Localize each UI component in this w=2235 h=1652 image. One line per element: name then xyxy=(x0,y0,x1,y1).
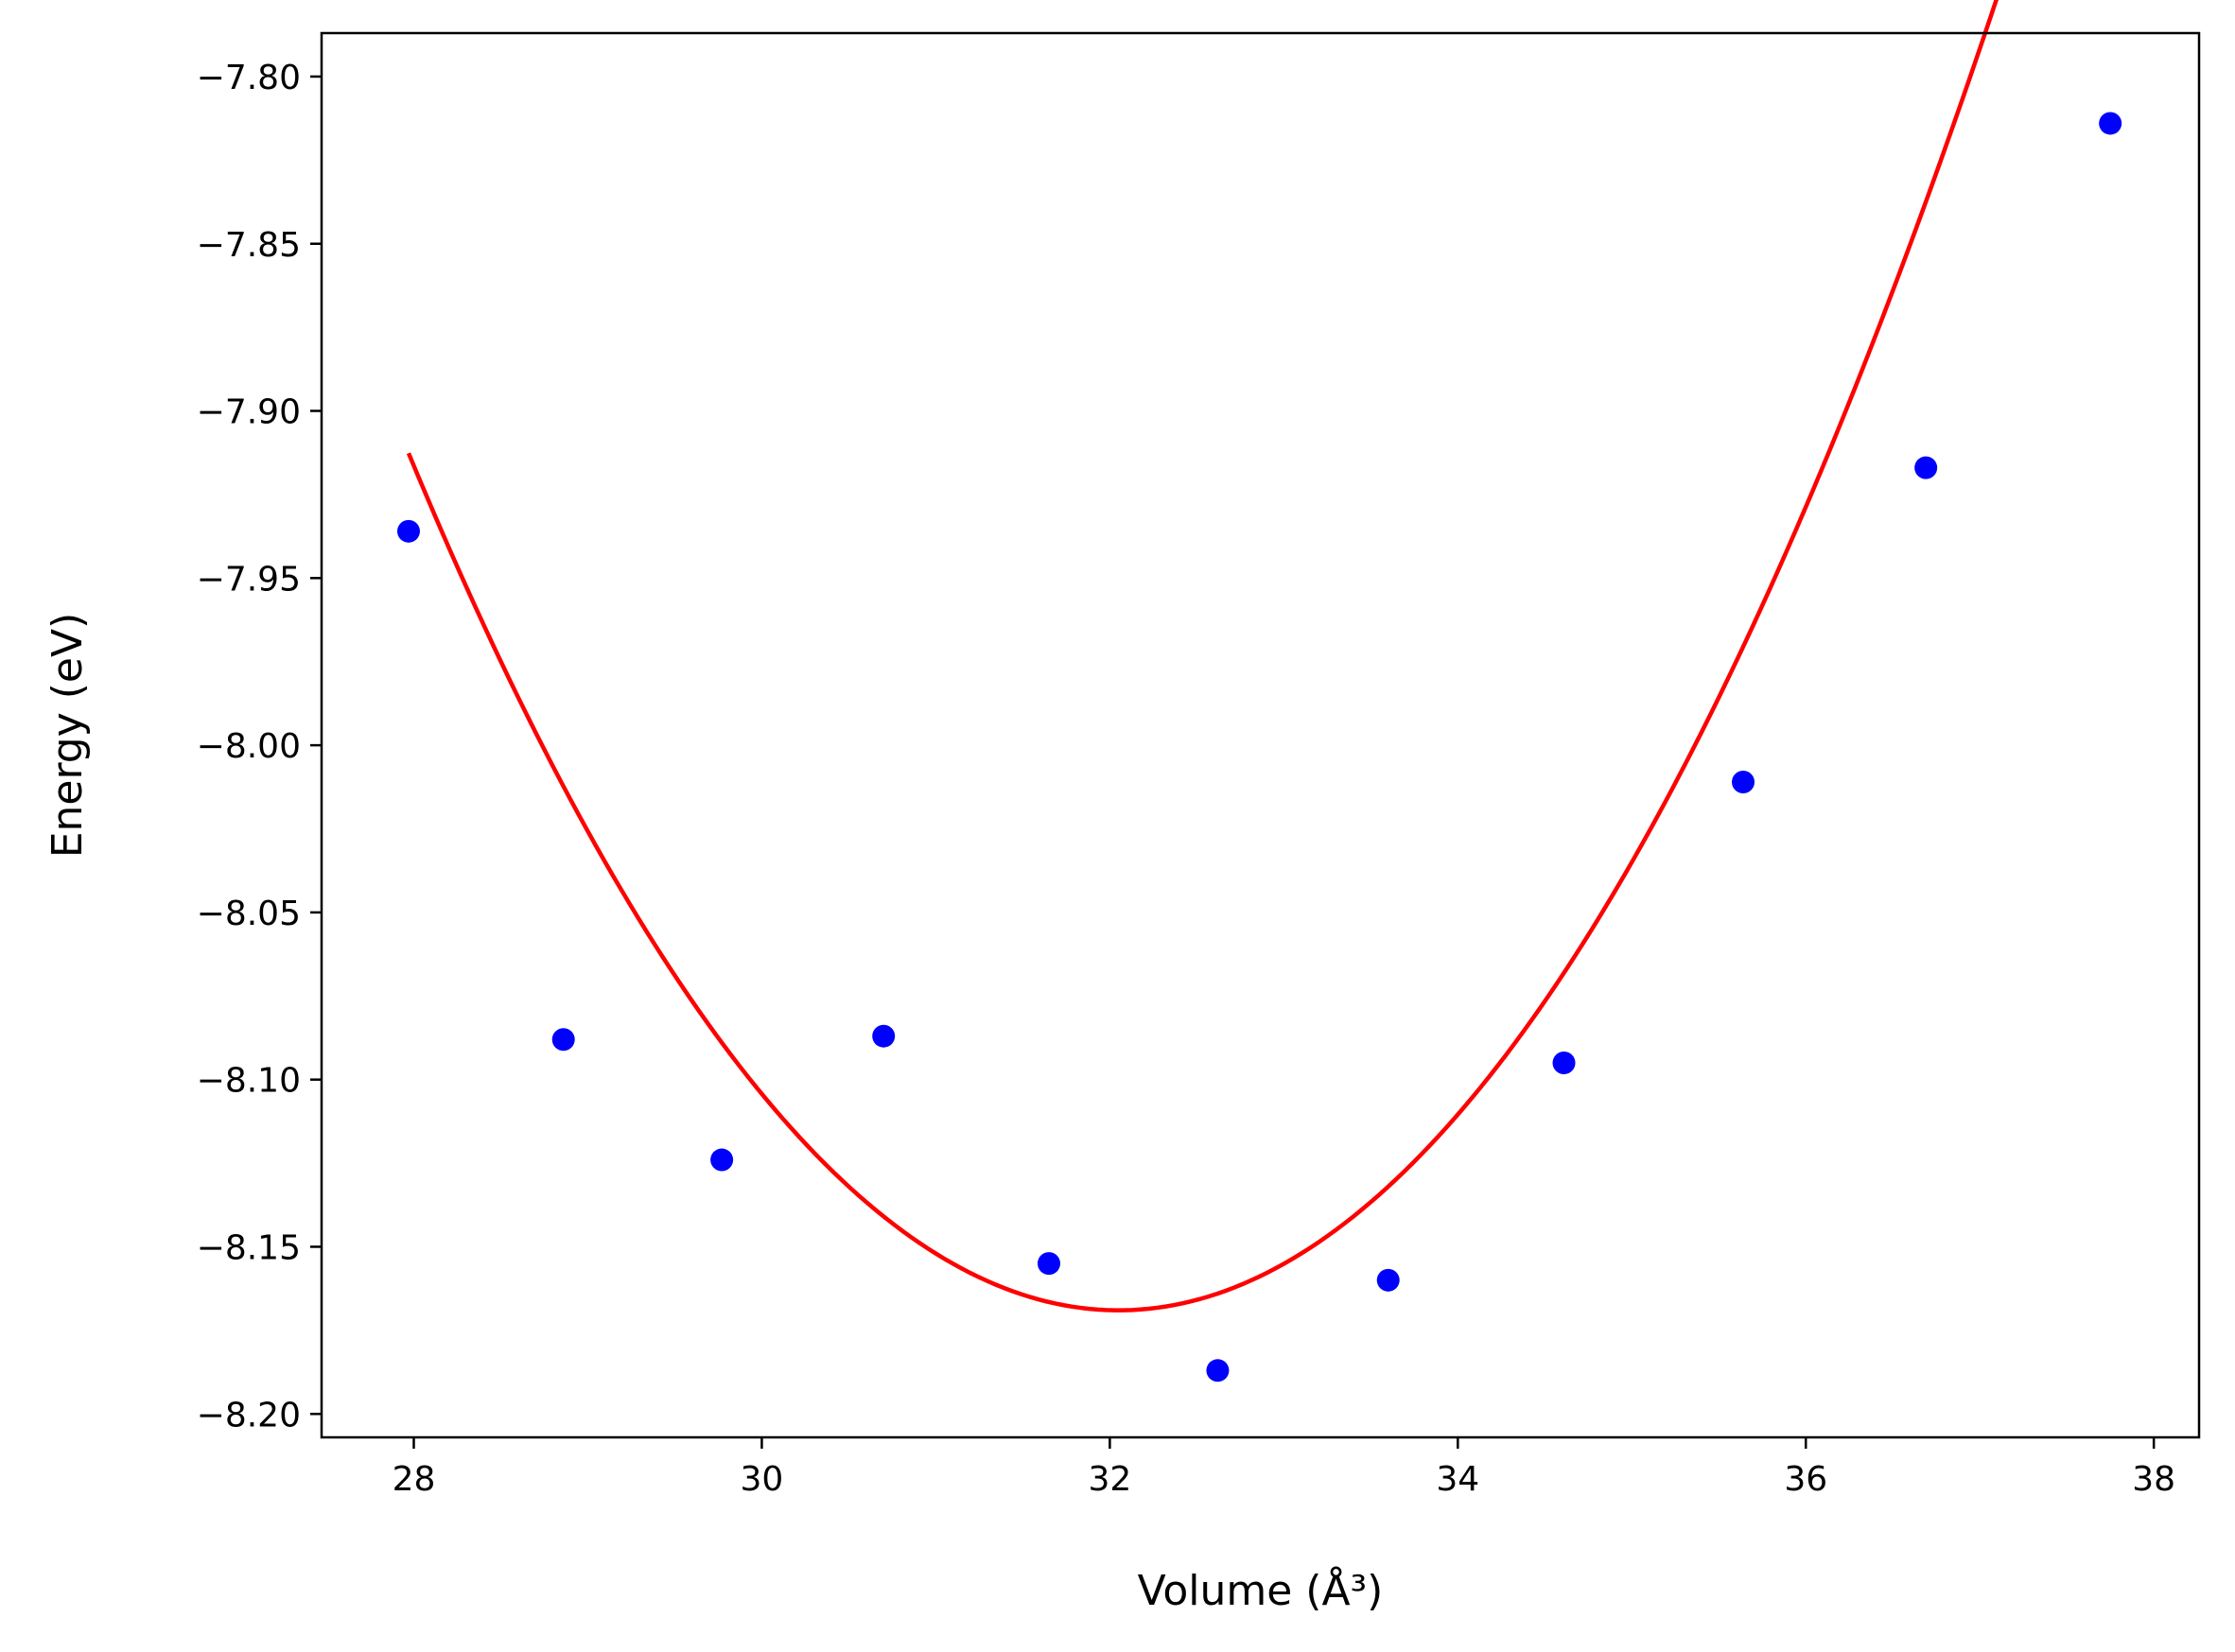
data-point xyxy=(396,519,420,543)
y-tick-label: −8.00 xyxy=(197,727,301,766)
y-tick-label: −8.20 xyxy=(197,1396,301,1435)
y-axis-label: Energy (eV) xyxy=(44,613,92,859)
y-tick-label: −7.90 xyxy=(197,393,301,432)
x-tick-label: 32 xyxy=(1088,1460,1131,1499)
data-point xyxy=(710,1148,734,1172)
plot-area-frame xyxy=(320,31,2201,1439)
data-point xyxy=(872,1024,896,1048)
x-tick-label: 30 xyxy=(741,1460,784,1499)
data-point xyxy=(2099,112,2122,135)
data-point xyxy=(1037,1252,1060,1276)
x-tick-label: 36 xyxy=(1784,1460,1827,1499)
x-tick-label: 38 xyxy=(2132,1460,2175,1499)
data-point xyxy=(1206,1359,1230,1382)
data-point xyxy=(1914,456,1938,479)
x-tick-label: 34 xyxy=(1436,1460,1479,1499)
y-tick-label: −8.10 xyxy=(197,1062,301,1101)
y-tick-label: −7.85 xyxy=(197,226,301,265)
y-tick-label: −7.95 xyxy=(197,560,301,599)
data-point xyxy=(1552,1052,1576,1074)
x-axis-label: Volume (Å³) xyxy=(1138,1565,1384,1615)
x-tick-label: 28 xyxy=(393,1460,436,1499)
y-tick-label: −8.15 xyxy=(197,1228,301,1267)
data-point xyxy=(1376,1268,1400,1292)
data-point xyxy=(1732,771,1755,793)
y-tick-label: −7.80 xyxy=(197,59,301,97)
y-tick-label: −8.05 xyxy=(197,895,301,933)
fit-curve xyxy=(406,0,1999,1313)
data-point xyxy=(551,1028,575,1052)
